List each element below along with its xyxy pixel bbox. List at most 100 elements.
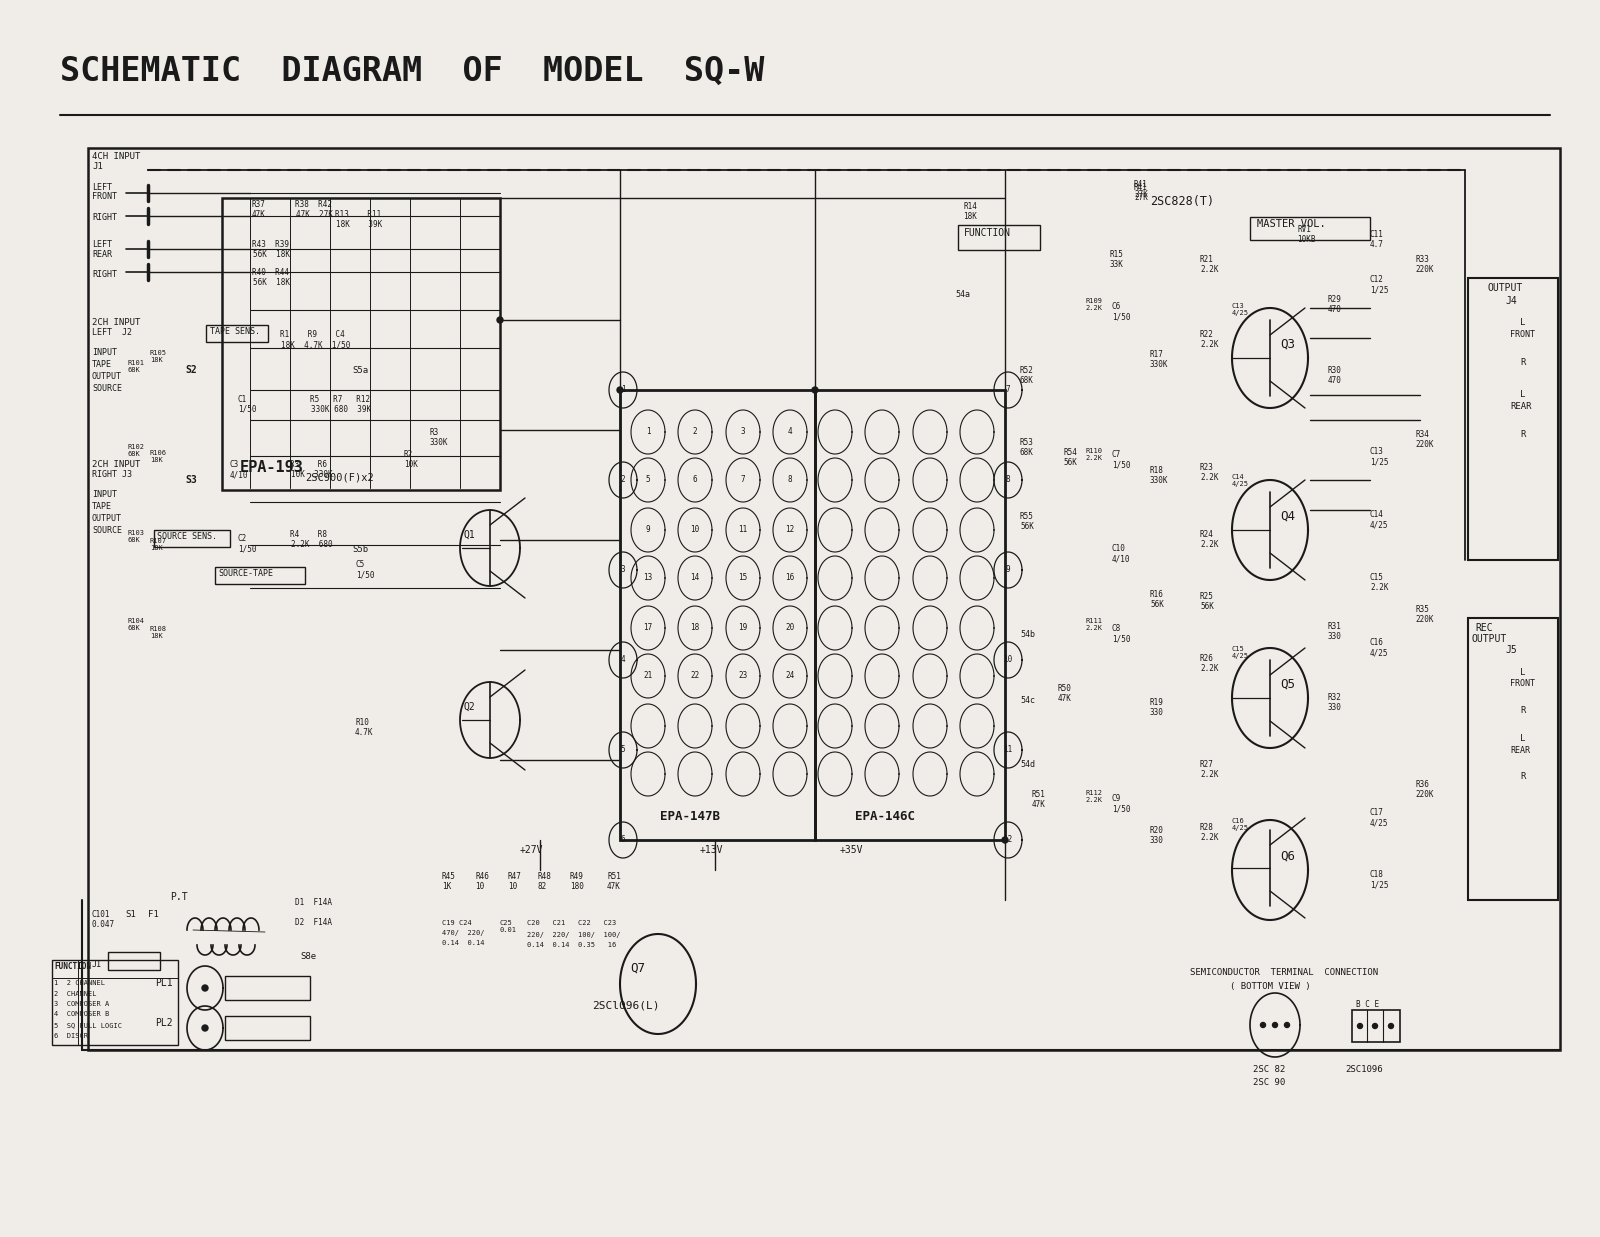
Text: Q2: Q2	[464, 703, 475, 713]
Text: C14
4/25: C14 4/25	[1232, 474, 1250, 487]
Text: C7
1/50: C7 1/50	[1112, 450, 1131, 469]
Text: R33
220K: R33 220K	[1414, 255, 1434, 275]
Text: 17: 17	[643, 623, 653, 632]
Text: 2SC1096: 2SC1096	[1346, 1065, 1382, 1074]
Text: R15
33K: R15 33K	[1110, 250, 1123, 270]
Circle shape	[1357, 1023, 1363, 1028]
Text: C25
0.01: C25 0.01	[499, 920, 517, 933]
Text: C13
1/25: C13 1/25	[1370, 447, 1389, 466]
Text: L: L	[1520, 390, 1525, 400]
Text: OUTPUT: OUTPUT	[93, 372, 122, 381]
Text: R10
4.7K: R10 4.7K	[355, 717, 373, 737]
Text: 20: 20	[786, 623, 795, 632]
Text: R3
330K: R3 330K	[430, 428, 448, 448]
Circle shape	[1261, 1023, 1266, 1028]
Text: R102
68K: R102 68K	[126, 444, 144, 456]
Text: LEFT  J2: LEFT J2	[93, 328, 131, 336]
Text: SOURCE: SOURCE	[93, 383, 122, 393]
Text: SOURCE-TAPE: SOURCE-TAPE	[218, 569, 274, 578]
Text: 2SC900(F)x2: 2SC900(F)x2	[306, 473, 374, 482]
Text: R20
330: R20 330	[1150, 826, 1163, 845]
Text: 15: 15	[738, 574, 747, 583]
Text: 2  CHANNEL: 2 CHANNEL	[54, 991, 96, 997]
Text: R23
2.2K: R23 2.2K	[1200, 463, 1219, 482]
Text: C8
1/50: C8 1/50	[1112, 623, 1131, 643]
Text: 10: 10	[690, 526, 699, 534]
Text: 6  DISCR: 6 DISCR	[54, 1033, 88, 1039]
Text: R104
68K: R104 68K	[126, 618, 144, 631]
Text: C16
4/25: C16 4/25	[1232, 818, 1250, 831]
Text: FRONT: FRONT	[1510, 330, 1534, 339]
Text: R2
10K: R2 10K	[403, 450, 418, 469]
Circle shape	[202, 1025, 208, 1030]
Text: 4: 4	[621, 656, 626, 664]
Text: R13    R11: R13 R11	[334, 210, 381, 219]
Text: Q6: Q6	[1280, 850, 1294, 863]
Text: D1  F14A: D1 F14A	[294, 898, 333, 907]
Text: 21: 21	[643, 672, 653, 680]
Text: S2: S2	[186, 365, 197, 375]
Text: 1: 1	[646, 428, 650, 437]
Text: 6: 6	[693, 475, 698, 485]
Text: INPUT: INPUT	[93, 348, 117, 357]
Text: R110
2.2K: R110 2.2K	[1085, 448, 1102, 461]
Circle shape	[813, 387, 818, 393]
Text: S5a: S5a	[352, 366, 368, 375]
Text: 18: 18	[690, 623, 699, 632]
Text: R53
68K: R53 68K	[1021, 438, 1034, 458]
Text: 11: 11	[1003, 746, 1013, 755]
Text: 3: 3	[621, 565, 626, 574]
Text: PL2: PL2	[155, 1018, 173, 1028]
Text: Q3: Q3	[1280, 338, 1294, 351]
Text: S8e: S8e	[301, 952, 317, 961]
Text: Q7: Q7	[630, 962, 645, 975]
Text: SOURCE SENS.: SOURCE SENS.	[157, 532, 218, 541]
Text: R111
2.2K: R111 2.2K	[1085, 618, 1102, 631]
Text: R54
56K: R54 56K	[1062, 448, 1077, 468]
Text: R28
2.2K: R28 2.2K	[1200, 823, 1219, 842]
Text: R51
47K: R51 47K	[1032, 790, 1046, 809]
Text: R101
68K: R101 68K	[126, 360, 144, 374]
Circle shape	[1272, 1023, 1277, 1028]
Text: FUNCTION: FUNCTION	[963, 228, 1011, 238]
Text: R45
1K: R45 1K	[442, 872, 456, 892]
Text: Q4: Q4	[1280, 510, 1294, 523]
Text: R103
68K: R103 68K	[126, 529, 144, 543]
Text: R14
18K: R14 18K	[963, 202, 978, 221]
Text: OUTPUT: OUTPUT	[1472, 635, 1507, 644]
Text: C13
4/25: C13 4/25	[1232, 303, 1250, 315]
Text: 2: 2	[693, 428, 698, 437]
Text: L: L	[1520, 668, 1525, 677]
Text: R107
18K: R107 18K	[150, 538, 166, 550]
Text: 1: 1	[621, 386, 626, 395]
Text: S5b: S5b	[352, 546, 368, 554]
Text: EPA-146C: EPA-146C	[854, 810, 915, 823]
Text: R40  R44: R40 R44	[253, 268, 290, 277]
Text: 12: 12	[1003, 835, 1013, 845]
Circle shape	[498, 317, 502, 323]
Text: C3: C3	[230, 460, 240, 469]
Text: R30
470: R30 470	[1328, 366, 1342, 386]
Text: 4: 4	[787, 428, 792, 437]
Text: 47K  27K: 47K 27K	[296, 210, 333, 219]
Text: R: R	[1520, 772, 1525, 781]
Text: FUNCTION: FUNCTION	[54, 962, 91, 971]
Text: J1: J1	[93, 162, 102, 171]
Text: R46
10: R46 10	[475, 872, 490, 892]
Text: C18
1/25: C18 1/25	[1370, 870, 1389, 889]
Text: 470/  220/: 470/ 220/	[442, 930, 485, 936]
Text: LEFT: LEFT	[93, 183, 112, 192]
Text: FRONT: FRONT	[93, 192, 117, 200]
Text: 54b: 54b	[1021, 630, 1035, 640]
Text: R35
220K: R35 220K	[1414, 605, 1434, 625]
Text: OUTPUT: OUTPUT	[93, 515, 122, 523]
Text: C19 C24: C19 C24	[442, 920, 472, 927]
Text: 2CH INPUT: 2CH INPUT	[93, 318, 141, 327]
Text: REAR: REAR	[1510, 746, 1530, 755]
Text: R31
330: R31 330	[1328, 622, 1342, 642]
Text: 7: 7	[741, 475, 746, 485]
Text: 56K  18K: 56K 18K	[253, 278, 290, 287]
Text: C9
1/50: C9 1/50	[1112, 794, 1131, 814]
Text: 24: 24	[786, 672, 795, 680]
Text: R17
330K: R17 330K	[1150, 350, 1168, 370]
